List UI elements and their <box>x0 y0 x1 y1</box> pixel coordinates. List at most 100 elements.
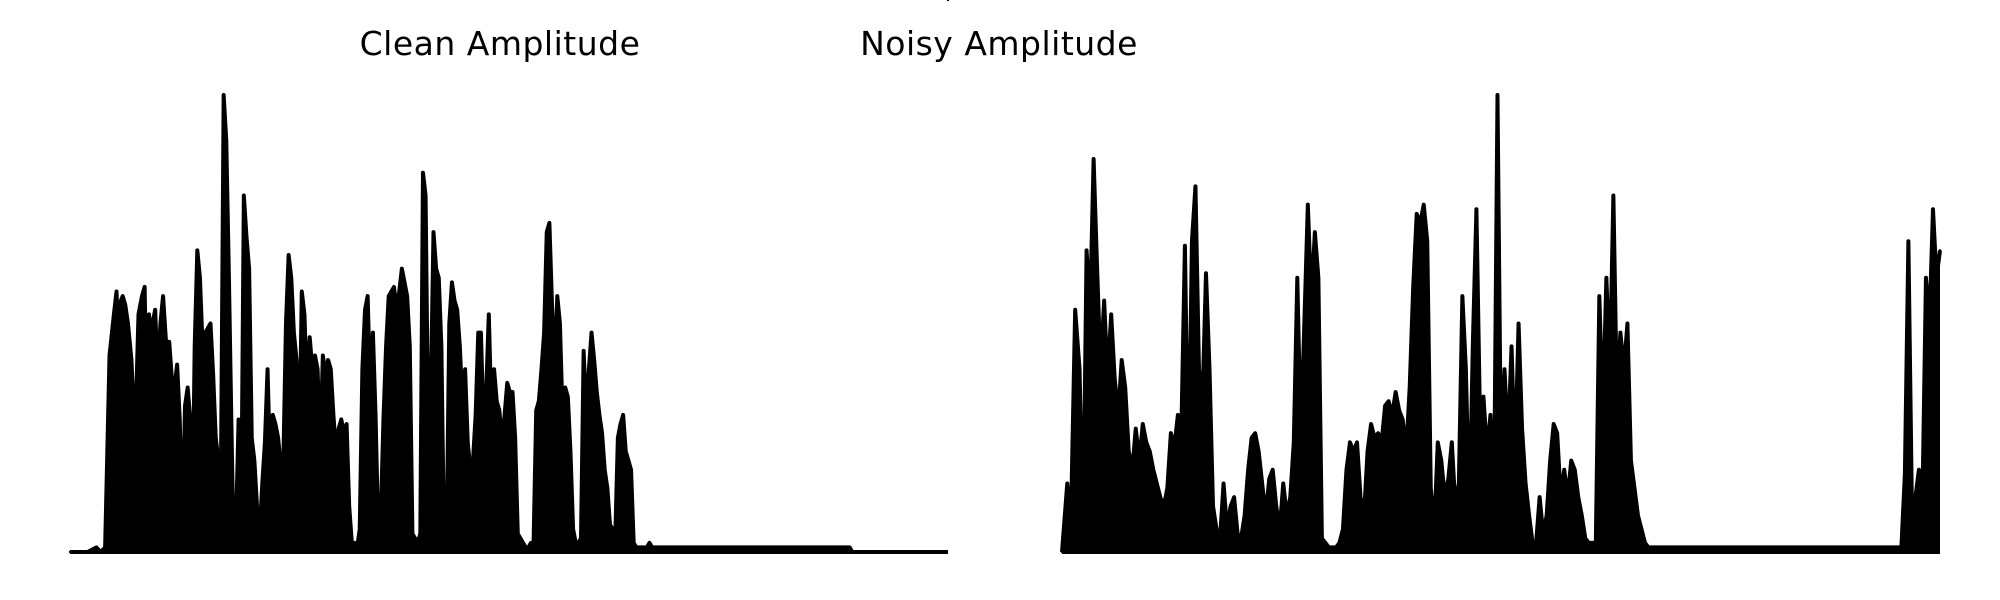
amplitude-point <box>819 546 822 549</box>
amplitude-point <box>1338 541 1341 545</box>
amplitude-point <box>183 404 187 407</box>
amplitude-point <box>1924 276 1928 279</box>
amplitude-point <box>456 308 459 311</box>
amplitude-point <box>1745 546 1749 549</box>
amplitude-point <box>1324 541 1327 545</box>
amplitude-point <box>411 532 414 535</box>
amplitude-point <box>403 281 406 284</box>
amplitude-point <box>1829 546 1833 549</box>
amplitude-point <box>627 459 630 462</box>
amplitude-point <box>608 523 612 526</box>
amplitude-point <box>230 431 233 435</box>
amplitude-point <box>682 546 685 549</box>
amplitude-point <box>764 546 767 549</box>
amplitude-point <box>178 418 181 421</box>
amplitude-point <box>722 546 725 549</box>
amplitude-point <box>421 171 425 174</box>
amplitude-point <box>1419 221 1422 225</box>
amplitude-point <box>787 546 791 549</box>
amplitude-point <box>146 431 149 435</box>
amplitude-point <box>677 546 680 549</box>
amplitude-point <box>561 413 564 417</box>
amplitude-point <box>1457 482 1461 485</box>
amplitude-point <box>1194 185 1197 188</box>
amplitude-point <box>1257 450 1260 453</box>
amplitude-point <box>279 463 282 467</box>
amplitude-point <box>1552 422 1555 426</box>
amplitude-point <box>479 331 483 334</box>
amplitude-point <box>822 546 825 549</box>
amplitude-point <box>1886 546 1889 549</box>
amplitude-point <box>1239 537 1243 540</box>
amplitude-point <box>1204 272 1208 275</box>
amplitude-point <box>1138 459 1141 462</box>
amplitude-point <box>1773 546 1777 549</box>
amplitude-point <box>645 546 649 549</box>
amplitude-point <box>1492 505 1496 508</box>
amplitude-point <box>511 390 514 394</box>
amplitude-point <box>1229 505 1232 508</box>
amplitude-point <box>666 546 670 549</box>
amplitude-point <box>332 413 335 417</box>
amplitude-point <box>1756 546 1759 549</box>
amplitude-point <box>801 546 804 549</box>
amplitude-point <box>1408 386 1411 389</box>
amplitude-point <box>1570 459 1573 462</box>
amplitude-point <box>237 418 240 421</box>
amplitude-point <box>484 390 488 394</box>
amplitude-point <box>1822 546 1826 549</box>
amplitude-point <box>1310 299 1313 302</box>
amplitude-point <box>545 230 548 234</box>
amplitude-point <box>424 194 427 197</box>
amplitude-point <box>1366 450 1369 453</box>
amplitude-point <box>1362 514 1366 517</box>
amplitude-point <box>1401 418 1404 421</box>
amplitude-point <box>1591 541 1594 545</box>
amplitude-point <box>408 345 411 348</box>
amplitude-point <box>719 546 722 549</box>
amplitude-point <box>450 281 454 284</box>
amplitude-point <box>569 450 572 453</box>
amplitude-point <box>165 349 168 353</box>
clean-amplitude-plot <box>68 0 950 554</box>
amplitude-point <box>1369 422 1373 426</box>
amplitude-point <box>234 527 238 531</box>
amplitude-point <box>487 313 491 316</box>
amplitude-point <box>1548 459 1552 462</box>
amplitude-point <box>1794 546 1798 549</box>
amplitude-point <box>432 230 435 234</box>
amplitude-point <box>1236 532 1239 535</box>
amplitude-point <box>1798 546 1801 549</box>
amplitude-point <box>624 450 627 453</box>
amplitude-point <box>337 427 340 430</box>
amplitude-point <box>287 253 290 257</box>
amplitude-point <box>1538 495 1541 499</box>
amplitude-point <box>582 349 585 353</box>
amplitude-point <box>782 546 786 549</box>
amplitude-point <box>1643 541 1647 545</box>
amplitude-point <box>1678 546 1682 549</box>
amplitude-point <box>250 436 253 439</box>
amplitude-point <box>1854 546 1857 549</box>
amplitude-point <box>1784 546 1787 549</box>
amplitude-point <box>585 413 588 417</box>
amplitude-point <box>837 546 841 549</box>
amplitude-point <box>513 436 517 439</box>
amplitude-point <box>1345 468 1348 471</box>
amplitude-point <box>1826 546 1829 549</box>
amplitude-point <box>1440 459 1443 462</box>
amplitude-point <box>848 546 851 549</box>
amplitude-point <box>1513 459 1517 462</box>
amplitude-point <box>1211 505 1215 508</box>
amplitude-point <box>556 294 559 298</box>
amplitude-point <box>253 459 256 462</box>
amplitude-point <box>461 404 464 407</box>
amplitude-point <box>395 308 398 311</box>
amplitude-point <box>348 505 351 508</box>
amplitude-point <box>1763 546 1766 549</box>
amplitude-point <box>1685 546 1689 549</box>
amplitude-point <box>1861 546 1864 549</box>
amplitude-point <box>1275 505 1278 508</box>
amplitude-point <box>1482 395 1485 398</box>
amplitude-point <box>1359 495 1362 499</box>
